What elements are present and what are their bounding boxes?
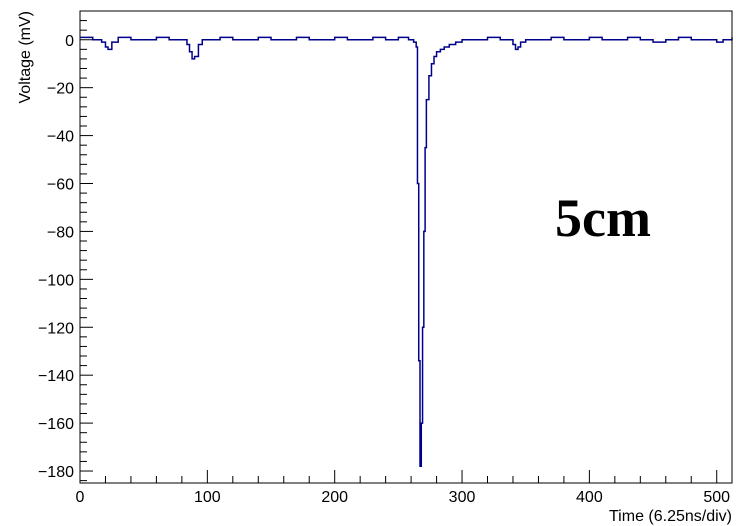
y-tick-label: −120 [38,320,74,337]
y-tick-label: −180 [38,464,74,481]
x-tick-label: 200 [321,489,348,506]
y-tick-label: −160 [38,416,74,433]
y-axis-label: Voltage (mV) [17,11,34,103]
x-tick-label: 100 [194,489,221,506]
y-tick-label: −140 [38,368,74,385]
x-tick-label: 400 [576,489,603,506]
y-tick-label: −80 [47,224,74,241]
y-tick-label: −60 [47,177,74,194]
y-tick-label: −20 [47,81,74,98]
y-tick-label: −40 [47,129,74,146]
plot-frame [79,10,733,484]
y-tick-label: −100 [38,272,74,289]
y-tick-label: 0 [65,33,74,50]
x-axis-label: Time (6.25ns/div) [609,508,732,525]
x-axis-ticks: 0 100 200 300 400 500 [76,470,730,506]
x-tick-label: 0 [76,489,85,506]
x-tick-label: 300 [449,489,476,506]
x-tick-label: 500 [703,489,730,506]
distance-annotation: 5cm [555,188,651,248]
series-layer [80,36,733,467]
voltage-series-line [80,36,733,467]
y-axis-ticks: 0 −20 −40 −60 −80 −100 −120 −140 −160 −180 [38,10,93,482]
